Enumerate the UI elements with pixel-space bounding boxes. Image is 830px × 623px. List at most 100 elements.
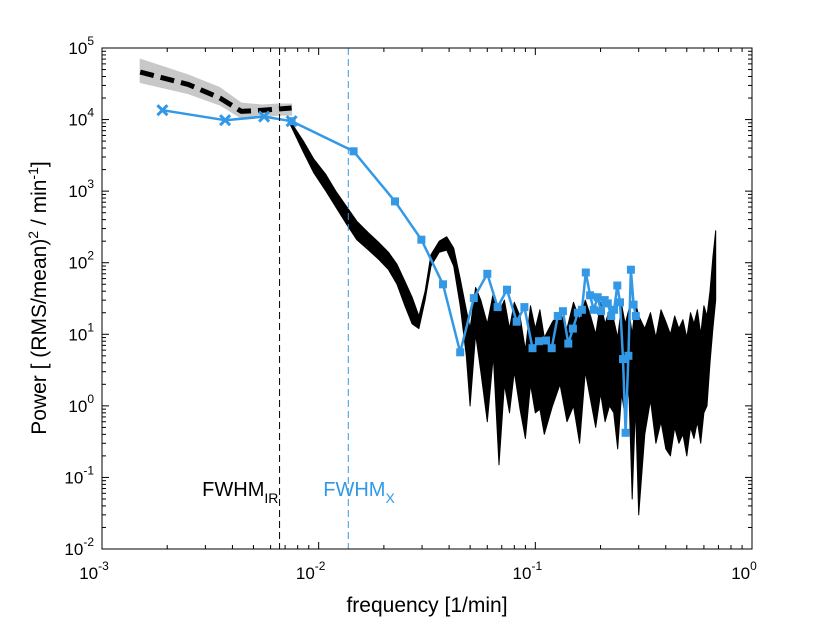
xray-power-spectrum-point (349, 147, 358, 156)
xray-power-spectrum-point (586, 291, 595, 300)
xray-power-spectrum-point (603, 299, 612, 308)
y-tick-exp: 1 (87, 320, 94, 334)
xray-power-spectrum-point (520, 303, 529, 312)
fwhm-x-sub: X (385, 490, 395, 506)
y-tick-label: 10-1 (64, 463, 94, 487)
fwhm-ir-sub: IR (264, 490, 278, 506)
fwhm-ir-text: FWHM (202, 479, 264, 501)
xray-power-spectrum-point (512, 317, 521, 326)
xray-power-spectrum-point (553, 312, 562, 320)
x-tick-base: 10 (513, 564, 532, 583)
xray-power-spectrum-point (287, 117, 296, 126)
y-tick-exp: 2 (87, 249, 94, 263)
xray-power-spectrum-point (391, 197, 399, 206)
x-tick-exp: -2 (315, 559, 326, 573)
xray-low-frequency-line (162, 108, 292, 123)
xray-power-spectrum-point (631, 312, 640, 320)
y-tick-base: 10 (68, 182, 87, 201)
xray-power-spectrum-point (573, 308, 582, 317)
xray-power-spectrum-point (597, 307, 605, 316)
x-tick-label: 10-3 (79, 559, 109, 583)
xray-power-spectrum-point (581, 268, 590, 277)
x-tick-label: 10-2 (296, 559, 326, 583)
x-tick-base: 10 (731, 564, 750, 583)
xray-low-frequency-point (156, 104, 169, 117)
xray-power-spectrum-point (528, 344, 537, 353)
y-tick-base: 10 (68, 111, 87, 130)
y-tick-label: 100 (68, 392, 94, 416)
annotations: FWHMIR FWHMX (202, 479, 395, 506)
x-marker-stroke (258, 110, 271, 123)
x-tick-exp: -1 (531, 559, 542, 573)
y-tick-exp: 3 (87, 177, 94, 191)
xray-power-spectrum-point (577, 305, 586, 314)
fwhm-x-text: FWHM (323, 479, 385, 501)
xray-power-spectrum-point (503, 285, 511, 294)
xray-power-spectrum-point (483, 269, 492, 278)
x-tick-base: 10 (79, 564, 98, 583)
xray-power-spectrum-point (607, 312, 616, 320)
y-axis-title-part1: Power [ (RMS/mean) (28, 239, 51, 435)
xray-power-spectrum-point (439, 280, 447, 289)
y-axis-title-part3: ] (28, 161, 51, 167)
xray-power-spectrum-point (629, 300, 638, 309)
x-tick-exp: 0 (750, 559, 757, 573)
xray-power-spectrum-point (564, 339, 573, 348)
xray-power-spectrum-point (613, 281, 622, 290)
y-tick-base: 10 (68, 397, 87, 416)
xray-low-frequency-point (219, 114, 232, 127)
y-tick-label: 102 (68, 249, 94, 273)
x-marker-stroke (156, 104, 169, 117)
y-tick-base: 10 (68, 254, 87, 273)
fwhm-lines (279, 48, 349, 549)
y-tick-label: 105 (68, 34, 94, 58)
y-tick-base: 10 (64, 468, 83, 487)
ir-low-frequency-mean-line (139, 69, 292, 114)
y-tick-label: 104 (68, 106, 94, 130)
y-tick-base: 10 (68, 325, 87, 344)
xray-power-spectrum-point (493, 303, 502, 312)
x-tick-base: 10 (296, 564, 315, 583)
xray-power-spectrum-point (589, 305, 598, 314)
y-tick-label: 101 (68, 320, 94, 344)
y-tick-label: 103 (68, 177, 94, 201)
y-tick-label: 10-2 (64, 535, 94, 559)
axis-ticks: 10-3 10-2 10-1 10010-210-110010110210310410… (64, 34, 757, 583)
xray-power-spectrum-point (547, 344, 556, 353)
fwhm-ir-label: FWHMIR (202, 479, 278, 506)
y-tick-exp: -1 (83, 463, 94, 477)
xray-power-spectrum-point (619, 355, 627, 364)
xray-power-spectrum-point (469, 294, 478, 303)
x-marker-stroke (219, 114, 232, 127)
xray-power-spectrum-point (535, 337, 543, 346)
xray-power-spectrum-point (626, 265, 635, 274)
y-tick-exp: -2 (83, 535, 94, 549)
y-tick-exp: 5 (87, 34, 94, 48)
ir-low-frequency-band-area (139, 58, 293, 119)
ir-low-frequency-mean (139, 69, 292, 114)
y-axis-title-sup1: 2 (25, 231, 41, 239)
y-tick-exp: 0 (87, 392, 94, 406)
xray-power-spectrum-point (456, 348, 465, 357)
y-axis-title-sup2: -1 (25, 167, 41, 180)
series-layer (139, 58, 717, 516)
xray-power-spectrum-point (616, 298, 624, 307)
x-tick-exp: -3 (98, 559, 109, 573)
ir-power-spectrum-band-area (289, 120, 717, 516)
xray-power-spectrum-point (417, 235, 426, 244)
xray-low-frequency-point (258, 110, 271, 123)
fwhm-x-label: FWHMX (323, 479, 395, 506)
y-axis-title: Power [ (RMS/mean)2 / min-1] (25, 161, 51, 434)
xray-power-spectrum-point (593, 293, 602, 302)
x-tick-label: 10-1 (513, 559, 543, 583)
y-tick-exp: 4 (87, 106, 94, 120)
y-axis-title-part2: / min (28, 180, 51, 231)
y-tick-base: 10 (64, 540, 83, 559)
xray-power-spectrum-point (542, 336, 550, 345)
plot-frame (101, 47, 753, 550)
ir-low-frequency-band (139, 58, 293, 119)
ir-power-spectrum-band (289, 120, 717, 516)
xray-power-spectrum-point (568, 324, 577, 333)
x-axis-title: frequency [1/min] (346, 594, 507, 617)
